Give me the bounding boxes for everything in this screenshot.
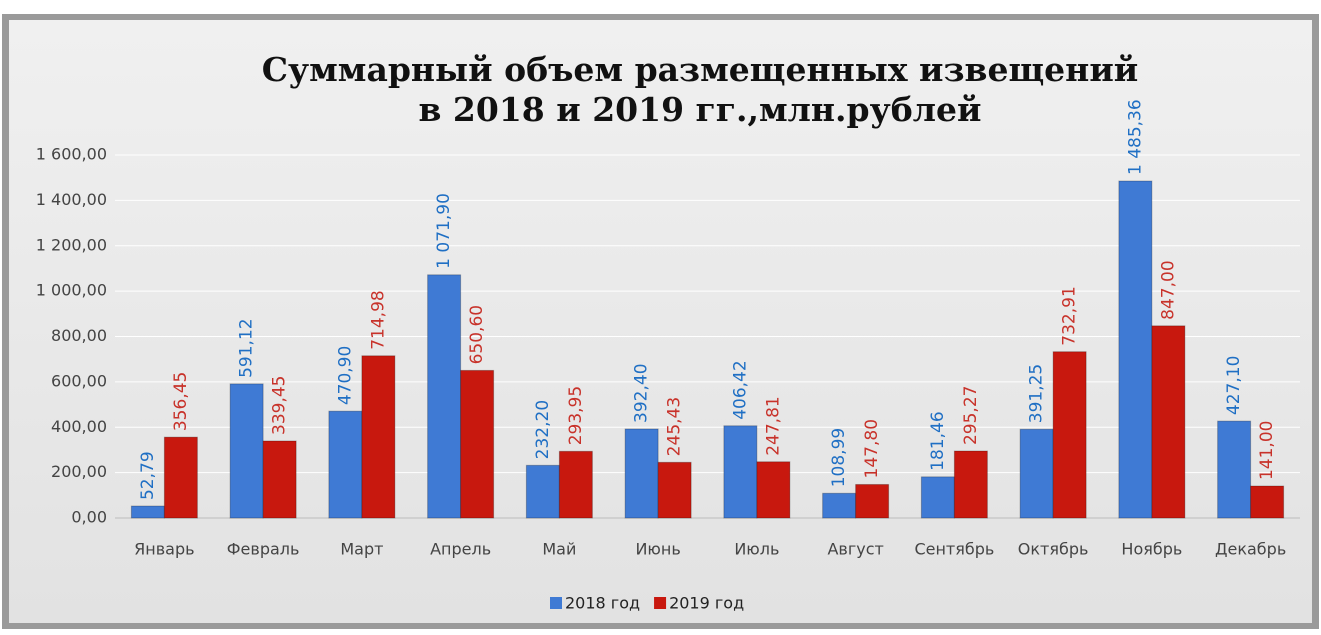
y-tick-label: 600,00 bbox=[51, 371, 107, 390]
bar bbox=[361, 355, 396, 519]
x-tick-label: Январь bbox=[134, 540, 194, 559]
value-label: 650,60 bbox=[467, 305, 487, 364]
bar bbox=[1151, 325, 1186, 519]
bar bbox=[624, 428, 659, 519]
legend-swatch bbox=[550, 597, 562, 609]
bar bbox=[1250, 485, 1285, 519]
legend-swatch bbox=[654, 597, 667, 609]
bar bbox=[1118, 180, 1153, 519]
bar bbox=[723, 425, 758, 519]
value-label: 232,20 bbox=[533, 400, 553, 459]
value-label: 847,00 bbox=[1158, 260, 1178, 319]
value-label: 470,90 bbox=[335, 346, 355, 405]
x-tick-label: Апрель bbox=[430, 540, 491, 559]
bar bbox=[130, 505, 165, 519]
value-label: 181,46 bbox=[928, 411, 948, 470]
y-tick-label: 1 600,00 bbox=[36, 145, 107, 164]
bar bbox=[920, 476, 955, 519]
value-label: 392,40 bbox=[632, 363, 652, 422]
value-label: 406,42 bbox=[730, 360, 750, 419]
y-tick-label: 200,00 bbox=[51, 462, 107, 481]
x-tick-label: Май bbox=[542, 540, 576, 559]
value-label: 391,25 bbox=[1027, 364, 1047, 423]
bar bbox=[328, 410, 363, 519]
bar bbox=[427, 274, 462, 519]
value-label: 295,27 bbox=[961, 386, 981, 445]
x-tick-label: Октябрь bbox=[1018, 540, 1089, 559]
value-label: 714,98 bbox=[368, 290, 388, 349]
value-label: 427,10 bbox=[1224, 356, 1244, 415]
bar bbox=[822, 492, 857, 519]
bar bbox=[1052, 351, 1087, 519]
value-label: 1 485,36 bbox=[1125, 99, 1145, 175]
y-tick-label: 800,00 bbox=[51, 326, 107, 345]
y-tick-label: 1 000,00 bbox=[36, 281, 107, 300]
value-label: 141,00 bbox=[1257, 421, 1277, 480]
bar bbox=[756, 461, 791, 519]
bar bbox=[657, 461, 692, 519]
y-tick-label: 400,00 bbox=[51, 417, 107, 436]
bar bbox=[855, 483, 890, 519]
legend-label: 2018 год bbox=[565, 594, 640, 613]
x-tick-label: Ноябрь bbox=[1121, 540, 1182, 559]
bar bbox=[1217, 420, 1252, 519]
value-label: 293,95 bbox=[566, 386, 586, 445]
x-tick-label: Август bbox=[827, 540, 883, 559]
bar bbox=[953, 450, 988, 519]
y-tick-label: 0,00 bbox=[71, 508, 107, 527]
value-label: 732,91 bbox=[1060, 286, 1080, 345]
value-label: 108,99 bbox=[829, 428, 849, 487]
x-tick-label: Март bbox=[340, 540, 383, 559]
legend-label: 2019 год bbox=[669, 594, 744, 613]
bar bbox=[262, 440, 297, 519]
value-label: 1 071,90 bbox=[434, 193, 454, 269]
value-label: 245,43 bbox=[665, 397, 685, 456]
y-tick-label: 1 200,00 bbox=[36, 235, 107, 254]
chart-area bbox=[9, 20, 1312, 623]
x-tick-label: Декабрь bbox=[1215, 540, 1286, 559]
bar bbox=[229, 383, 264, 519]
x-tick-label: Сентябрь bbox=[914, 540, 994, 559]
bar bbox=[460, 369, 495, 519]
bar bbox=[558, 450, 593, 519]
value-label: 247,81 bbox=[763, 396, 783, 455]
x-tick-label: Июнь bbox=[635, 540, 680, 559]
x-tick-label: Февраль bbox=[227, 540, 300, 559]
bar bbox=[163, 436, 198, 519]
bar bbox=[1019, 428, 1054, 519]
value-label: 52,79 bbox=[138, 451, 158, 500]
value-label: 339,45 bbox=[270, 376, 290, 435]
chart-title: в 2018 и 2019 гг.,млн.рублей bbox=[419, 90, 982, 129]
chart-title: Суммарный объем размещенных извещений bbox=[262, 50, 1139, 89]
y-tick-label: 1 400,00 bbox=[36, 190, 107, 209]
value-label: 356,45 bbox=[171, 372, 191, 431]
value-label: 147,80 bbox=[862, 419, 882, 478]
bar bbox=[525, 464, 560, 519]
value-label: 591,12 bbox=[237, 318, 257, 377]
x-tick-label: Июль bbox=[734, 540, 779, 559]
